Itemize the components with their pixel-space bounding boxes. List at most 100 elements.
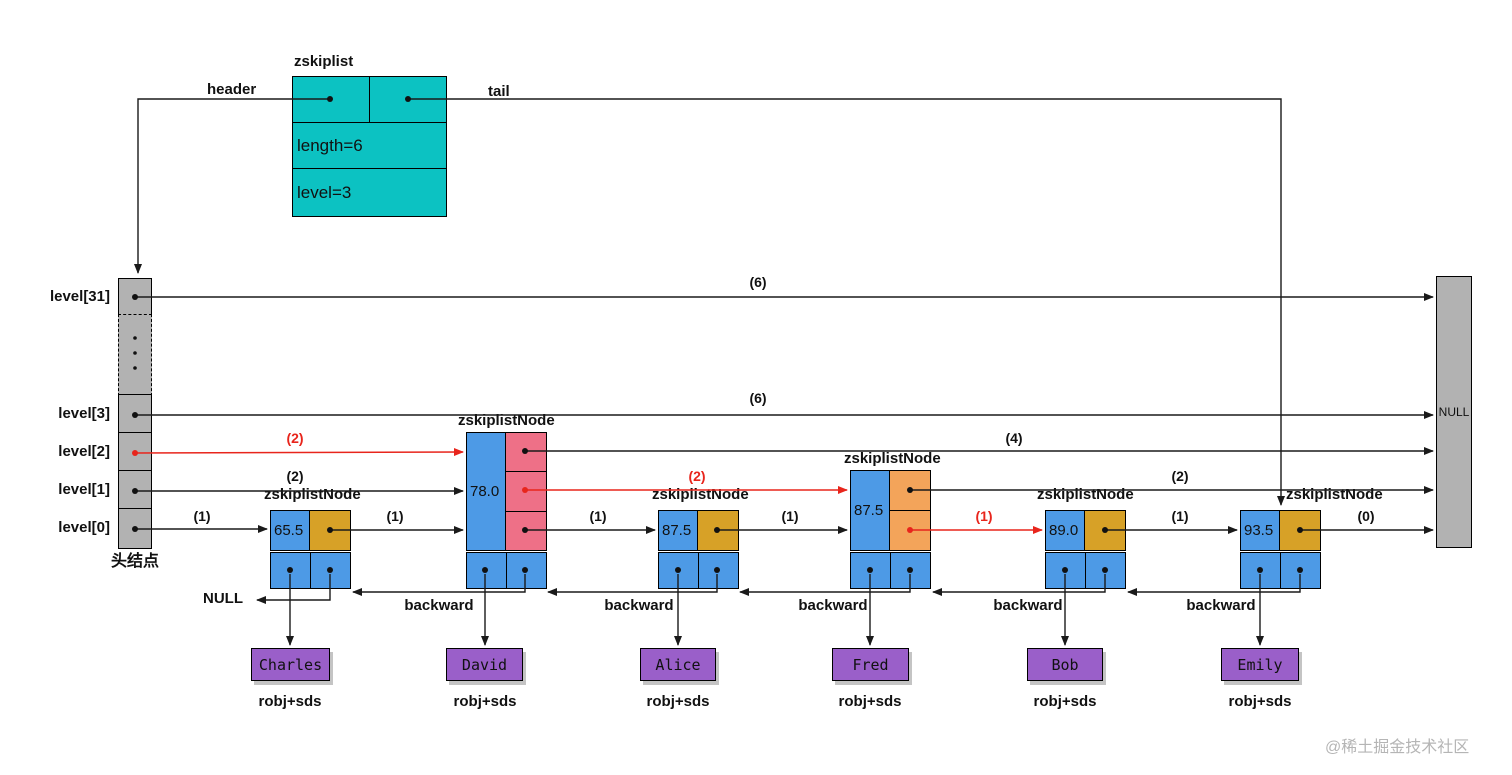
node-alice-level-row: 87.5	[658, 510, 739, 551]
robj-label-bob: robj+sds	[1033, 693, 1097, 710]
node-charles-backward-pointer-cell	[310, 553, 350, 588]
header-level31-label: level[31]	[49, 288, 110, 305]
member-object-bob: Bob	[1027, 648, 1103, 681]
node-david-level-rows: 78.0	[466, 432, 547, 551]
span-level0-emily-null: (0)	[1357, 508, 1375, 524]
node-title-charles: zskiplistNode	[264, 486, 361, 503]
backward-label-emily: backward	[1186, 597, 1256, 614]
backward-label-fred: backward	[798, 597, 868, 614]
span-level2-david-null: (4)	[1005, 430, 1023, 446]
span-level0-fred-bob: (1)	[975, 508, 993, 524]
member-object-charles: Charles	[251, 648, 330, 681]
watermark: @稀土掘金技术社区	[1325, 739, 1470, 756]
charles-backward-null-label: NULL	[203, 590, 243, 607]
zskiplist-header-pointer-cell	[293, 77, 370, 122]
header-level0-cell	[118, 508, 152, 549]
span-level0-bob-emily: (1)	[1171, 508, 1189, 524]
span-level1-header-david: (2)	[286, 468, 304, 484]
header-level1-label: level[1]	[58, 481, 110, 498]
node-david-score-cell: 78.0	[467, 433, 506, 550]
node-bob-level0-pointer-cell	[1085, 511, 1125, 550]
header-node-caption: 头结点	[110, 553, 159, 570]
member-object-emily: Emily	[1221, 648, 1299, 681]
zskiplist-level-field: level=3	[293, 169, 446, 216]
tail-pointer-label: tail	[488, 83, 510, 100]
backward-label-bob: backward	[993, 597, 1063, 614]
robj-label-alice: robj+sds	[646, 693, 710, 710]
node-fred-level1-pointer-cell	[890, 471, 930, 510]
node-bob-level-row: 89.0	[1045, 510, 1126, 551]
node-title-fred: zskiplistNode	[844, 450, 941, 467]
span-level2-header-david: (2)	[286, 430, 304, 446]
span-level0-charles-david: (1)	[386, 508, 404, 524]
node-title-bob: zskiplistNode	[1037, 486, 1134, 503]
node-charles-bottom-row	[270, 552, 351, 589]
level2-header-to-david-red-arrow	[134, 448, 464, 457]
robj-label-david: robj+sds	[453, 693, 517, 710]
node-david-level2-pointer-cell	[506, 433, 546, 472]
backward-label-david: backward	[404, 597, 474, 614]
node-bob-backward-pointer-cell	[1085, 553, 1125, 588]
node-alice-obj-pointer-cell	[659, 553, 698, 588]
node-fred-level-rows: 87.5	[850, 470, 931, 551]
span-level1-fred-null: (2)	[1171, 468, 1189, 484]
node-alice-backward-pointer-cell	[698, 553, 738, 588]
node-emily-score-cell: 93.5	[1241, 511, 1280, 550]
node-fred-backward-pointer-cell	[890, 553, 930, 588]
node-emily-level-row: 93.5	[1240, 510, 1321, 551]
backward-label-alice: backward	[604, 597, 674, 614]
null-terminator-box: NULL	[1436, 276, 1472, 548]
zskiplist-tail-pointer-cell	[370, 77, 446, 122]
node-title-david: zskiplistNode	[458, 412, 555, 429]
span-level0-david-alice: (1)	[589, 508, 607, 524]
header-level2-cell	[118, 432, 152, 472]
zskiplist-length-field: length=6	[293, 123, 446, 169]
node-emily-bottom-row	[1240, 552, 1321, 589]
header-level2-label: level[2]	[58, 443, 110, 460]
member-object-david: David	[446, 648, 523, 681]
span-level1-david-fred: (2)	[688, 468, 706, 484]
span-level0-header-charles: (1)	[193, 508, 211, 524]
node-charles-obj-pointer-cell	[271, 553, 310, 588]
node-bob-obj-pointer-cell	[1046, 553, 1085, 588]
member-object-alice: Alice	[640, 648, 716, 681]
node-title-alice: zskiplistNode	[652, 486, 749, 503]
zskiplist-title: zskiplist	[294, 53, 354, 70]
node-title-emily: zskiplistNode	[1286, 486, 1383, 503]
robj-label-fred: robj+sds	[838, 693, 902, 710]
node-david-level1-pointer-cell	[506, 471, 546, 511]
node-fred-obj-pointer-cell	[851, 553, 890, 588]
node-bob-score-cell: 89.0	[1046, 511, 1085, 550]
node-alice-level0-pointer-cell	[698, 511, 738, 550]
node-david-backward-pointer-cell	[506, 553, 546, 588]
member-object-fred: Fred	[832, 648, 909, 681]
node-emily-obj-pointer-cell	[1241, 553, 1280, 588]
node-charles-level0-pointer-cell	[310, 511, 350, 550]
node-david-bottom-row	[466, 552, 547, 589]
robj-label-charles: robj+sds	[258, 693, 322, 710]
span-level31: (6)	[749, 274, 767, 290]
node-charles-level-row: 65.5	[270, 510, 351, 551]
node-emily-backward-pointer-cell	[1280, 553, 1320, 588]
node-charles-score-cell: 65.5	[271, 511, 310, 550]
node-alice-score-cell: 87.5	[659, 511, 698, 550]
node-bob-bottom-row	[1045, 552, 1126, 589]
node-fred-score-cell: 87.5	[851, 471, 890, 550]
header-level31-cell	[118, 278, 152, 316]
node-fred-level0-pointer-cell	[890, 510, 930, 550]
robj-label-emily: robj+sds	[1228, 693, 1292, 710]
header-level3-label: level[3]	[58, 405, 110, 422]
span-level3: (6)	[749, 390, 767, 406]
node-david-obj-pointer-cell	[467, 553, 506, 588]
node-emily-level0-pointer-cell	[1280, 511, 1320, 550]
header-level1-cell	[118, 470, 152, 510]
header-level3-cell	[118, 394, 152, 434]
header-ellipsis-cell	[118, 314, 152, 396]
node-fred-bottom-row	[850, 552, 931, 589]
node-alice-bottom-row	[658, 552, 739, 589]
span-level0-alice-fred: (1)	[781, 508, 799, 524]
header-pointer-label: header	[207, 81, 257, 98]
zskiplist-box: length=6 level=3	[292, 76, 447, 217]
node-david-level0-pointer-cell	[506, 510, 546, 550]
